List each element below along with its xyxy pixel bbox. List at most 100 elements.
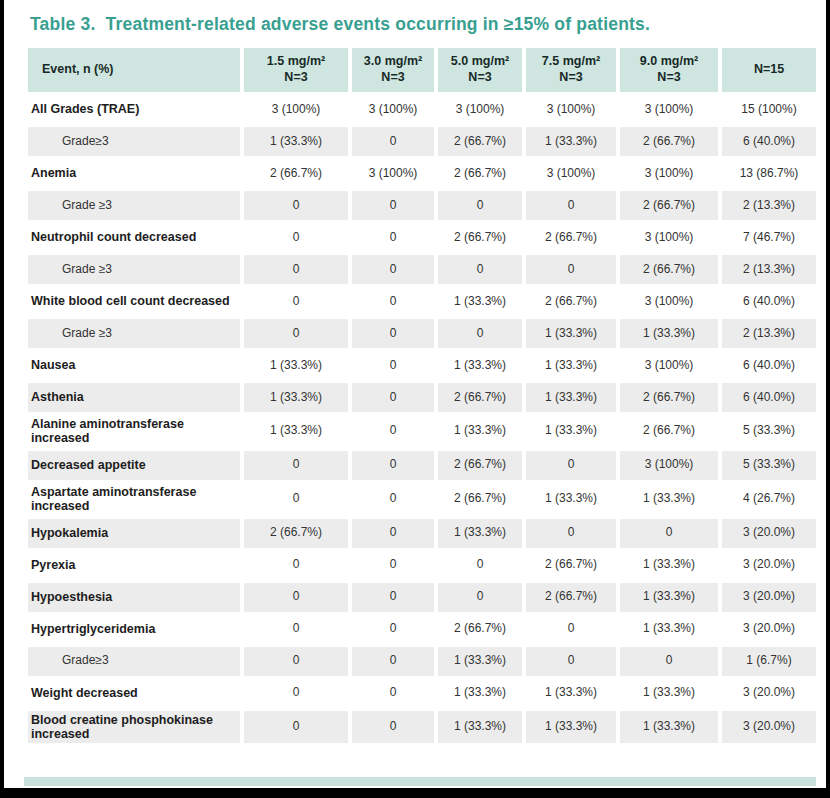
value-cell: 2 (66.7%)	[244, 159, 348, 188]
value-cell: 3 (20.0%)	[722, 551, 816, 580]
value-cell: 1 (33.3%)	[526, 679, 616, 708]
table-row: Hypoesthesia0002 (66.7%)1 (33.3%)3 (20.0…	[28, 583, 816, 612]
table-row: Neutrophil count decreased002 (66.7%)2 (…	[28, 223, 816, 252]
value-cell: 6 (40.0%)	[722, 351, 816, 380]
value-cell: 0	[244, 647, 348, 676]
value-cell: 6 (40.0%)	[722, 127, 816, 156]
value-cell: 2 (66.7%)	[526, 287, 616, 316]
value-cell: 3 (100%)	[244, 95, 348, 124]
value-cell: 0	[244, 191, 348, 220]
event-label: Alanine aminotransferase increased	[28, 415, 240, 448]
value-cell: 2 (13.3%)	[722, 255, 816, 284]
value-cell: 0	[438, 255, 522, 284]
value-cell: 1 (33.3%)	[526, 319, 616, 348]
table-row: Weight decreased001 (33.3%)1 (33.3%)1 (3…	[28, 679, 816, 708]
value-cell: 3 (100%)	[526, 159, 616, 188]
event-label: Hypoesthesia	[28, 583, 240, 612]
value-cell: 1 (33.3%)	[438, 647, 522, 676]
value-cell: 0	[526, 519, 616, 548]
value-cell: 0	[244, 319, 348, 348]
value-cell: 0	[352, 451, 434, 480]
value-cell: 1 (33.3%)	[526, 415, 616, 448]
value-cell: 2 (66.7%)	[526, 551, 616, 580]
value-cell: 0	[352, 255, 434, 284]
value-cell: 3 (100%)	[352, 159, 434, 188]
table-row: Aspartate aminotransferase increased002 …	[28, 483, 816, 516]
value-cell: 0	[352, 551, 434, 580]
value-cell: 1 (33.3%)	[526, 127, 616, 156]
value-cell: 0	[352, 583, 434, 612]
table-row: Nausea1 (33.3%)01 (33.3%)1 (33.3%)3 (100…	[28, 351, 816, 380]
header-dose-column: N=15	[722, 48, 816, 92]
value-cell: 1 (6.7%)	[722, 647, 816, 676]
value-cell: 3 (20.0%)	[722, 583, 816, 612]
value-cell: 0	[244, 287, 348, 316]
value-cell: 3 (20.0%)	[722, 711, 816, 744]
value-cell: 2 (66.7%)	[438, 223, 522, 252]
grade-subrow-label: Grade ≥3	[28, 255, 240, 284]
value-cell: 3 (100%)	[620, 159, 718, 188]
header-dose-column: 3.0 mg/m²N=3	[352, 48, 434, 92]
value-cell: 0	[352, 519, 434, 548]
value-cell: 3 (100%)	[352, 95, 434, 124]
grade-subrow-label: Grade ≥3	[28, 191, 240, 220]
value-cell: 0	[244, 679, 348, 708]
value-cell: 0	[526, 615, 616, 644]
value-cell: 0	[620, 519, 718, 548]
value-cell: 3 (100%)	[620, 351, 718, 380]
value-cell: 1 (33.3%)	[438, 287, 522, 316]
value-cell: 0	[352, 287, 434, 316]
value-cell: 0	[352, 223, 434, 252]
table-row: Anemia2 (66.7%)3 (100%)2 (66.7%)3 (100%)…	[28, 159, 816, 188]
value-cell: 2 (13.3%)	[722, 319, 816, 348]
value-cell: 1 (33.3%)	[620, 679, 718, 708]
event-label: Aspartate aminotransferase increased	[28, 483, 240, 516]
value-cell: 1 (33.3%)	[620, 483, 718, 516]
table-row: Hypokalemia2 (66.7%)01 (33.3%)003 (20.0%…	[28, 519, 816, 548]
value-cell: 2 (13.3%)	[722, 191, 816, 220]
table-row: Asthenia1 (33.3%)02 (66.7%)1 (33.3%)2 (6…	[28, 383, 816, 412]
value-cell: 1 (33.3%)	[438, 351, 522, 380]
value-cell: 3 (100%)	[438, 95, 522, 124]
value-cell: 0	[438, 319, 522, 348]
value-cell: 0	[438, 551, 522, 580]
value-cell: 1 (33.3%)	[438, 711, 522, 744]
value-cell: 3 (20.0%)	[722, 679, 816, 708]
event-label: Asthenia	[28, 383, 240, 412]
table-row: Grade ≥30001 (33.3%)1 (33.3%)2 (13.3%)	[28, 319, 816, 348]
value-cell: 2 (66.7%)	[438, 615, 522, 644]
value-cell: 1 (33.3%)	[244, 415, 348, 448]
value-cell: 0	[244, 483, 348, 516]
value-cell: 3 (100%)	[620, 223, 718, 252]
header-dose-column: 7.5 mg/m²N=3	[526, 48, 616, 92]
value-cell: 0	[352, 483, 434, 516]
value-cell: 3 (20.0%)	[722, 615, 816, 644]
value-cell: 0	[352, 127, 434, 156]
value-cell: 4 (26.7%)	[722, 483, 816, 516]
value-cell: 0	[526, 255, 616, 284]
value-cell: 0	[244, 615, 348, 644]
value-cell: 3 (20.0%)	[722, 519, 816, 548]
value-cell: 0	[438, 191, 522, 220]
value-cell: 2 (66.7%)	[438, 483, 522, 516]
table-row: Grade ≥300002 (66.7%)2 (13.3%)	[28, 255, 816, 284]
value-cell: 15 (100%)	[722, 95, 816, 124]
event-label: Neutrophil count decreased	[28, 223, 240, 252]
value-cell: 0	[352, 319, 434, 348]
value-cell: 0	[352, 615, 434, 644]
value-cell: 2 (66.7%)	[438, 159, 522, 188]
value-cell: 0	[244, 551, 348, 580]
header-event-label: Event, n (%)	[28, 48, 240, 92]
value-cell: 13 (86.7%)	[722, 159, 816, 188]
table-caption: Table 3. Treatment-related adverse event…	[30, 14, 826, 35]
value-cell: 2 (66.7%)	[620, 383, 718, 412]
grade-subrow-label: Grade≥3	[28, 647, 240, 676]
value-cell: 0	[244, 583, 348, 612]
bottom-accent-bar	[24, 777, 816, 786]
value-cell: 0	[352, 679, 434, 708]
value-cell: 2 (66.7%)	[526, 223, 616, 252]
header-dose-column: 1.5 mg/m²N=3	[244, 48, 348, 92]
value-cell: 1 (33.3%)	[620, 711, 718, 744]
header-dose-column: 5.0 mg/m²N=3	[438, 48, 522, 92]
table-row: Grade ≥300002 (66.7%)2 (13.3%)	[28, 191, 816, 220]
